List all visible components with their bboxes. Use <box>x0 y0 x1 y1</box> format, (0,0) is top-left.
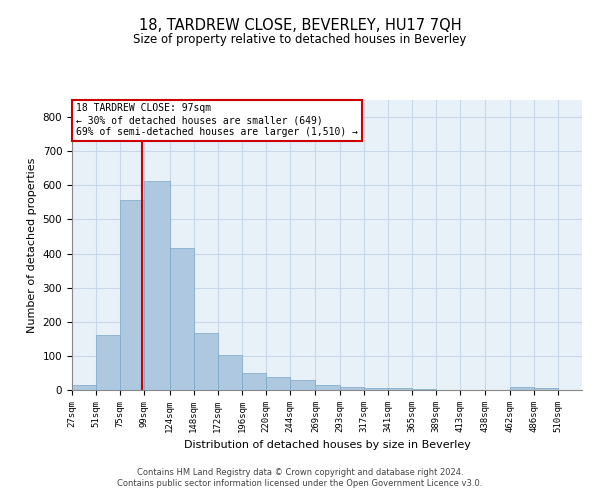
Bar <box>509 388 534 390</box>
Bar <box>72 385 96 390</box>
Bar <box>218 355 242 390</box>
Bar <box>340 386 364 390</box>
X-axis label: Distribution of detached houses by size in Beverley: Distribution of detached houses by size … <box>184 440 470 450</box>
Y-axis label: Number of detached properties: Number of detached properties <box>27 158 37 332</box>
Bar <box>145 181 170 390</box>
Bar <box>194 332 218 390</box>
Bar <box>364 388 388 390</box>
Bar <box>290 380 316 390</box>
Text: 18, TARDREW CLOSE, BEVERLEY, HU17 7QH: 18, TARDREW CLOSE, BEVERLEY, HU17 7QH <box>139 18 461 32</box>
Bar <box>388 388 412 390</box>
Text: Size of property relative to detached houses in Beverley: Size of property relative to detached ho… <box>133 32 467 46</box>
Bar <box>316 385 340 390</box>
Text: 18 TARDREW CLOSE: 97sqm
← 30% of detached houses are smaller (649)
69% of semi-d: 18 TARDREW CLOSE: 97sqm ← 30% of detache… <box>76 104 358 136</box>
Bar <box>266 378 290 390</box>
Bar <box>170 248 194 390</box>
Bar <box>412 388 436 390</box>
Bar <box>242 373 266 390</box>
Bar <box>534 388 558 390</box>
Bar <box>96 334 120 390</box>
Bar <box>120 200 145 390</box>
Text: Contains HM Land Registry data © Crown copyright and database right 2024.
Contai: Contains HM Land Registry data © Crown c… <box>118 468 482 487</box>
